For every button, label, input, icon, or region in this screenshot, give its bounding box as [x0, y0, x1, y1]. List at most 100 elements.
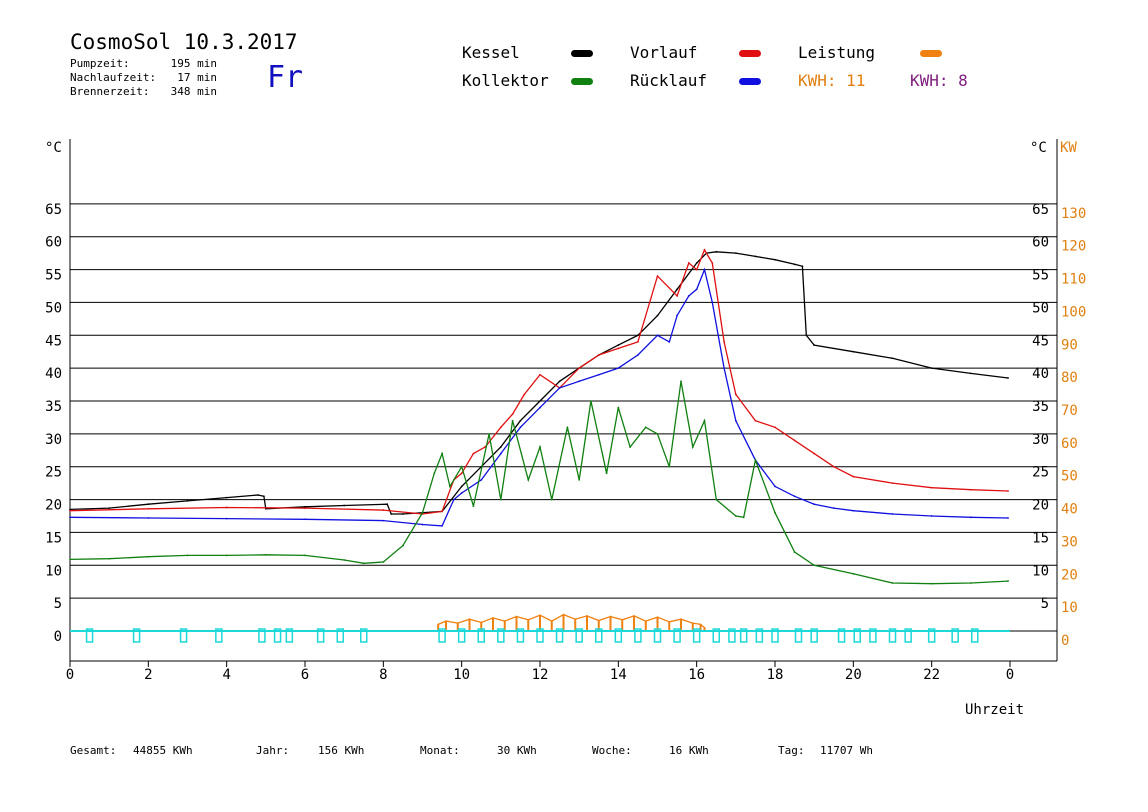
pump-marker — [853, 628, 861, 643]
data-point-kollektor — [421, 511, 424, 514]
y-tick-right-temp: 65 — [1032, 202, 1049, 218]
data-point-kollektor — [691, 446, 694, 448]
data-point-vorlauf — [225, 506, 228, 509]
data-point-r-cklauf — [813, 503, 816, 506]
data-point-vorlauf — [511, 413, 514, 416]
pump-marker — [755, 628, 764, 643]
chart-title: CosmoSol 10.3.2017 — [70, 30, 298, 54]
y-tick-left: 50 — [45, 300, 62, 316]
data-point-kessel — [805, 334, 808, 337]
data-point-leistung — [503, 620, 506, 623]
stat-value-pumpzeit: 195 min — [170, 57, 217, 70]
y-tick-right-temp: 20 — [1032, 498, 1049, 514]
x-tick: 18 — [767, 667, 784, 683]
data-point-vorlauf — [687, 262, 690, 264]
data-point-kollektor — [304, 554, 306, 557]
data-point-leistung — [621, 618, 624, 621]
y-tick-left: 35 — [45, 399, 62, 415]
data-point-kollektor — [742, 516, 745, 519]
pump-marker — [497, 628, 505, 643]
footer-value-monat: 30 KWh — [497, 744, 537, 757]
data-point-kollektor — [441, 452, 443, 455]
data-point-kessel — [304, 505, 306, 508]
data-point-kollektor — [590, 400, 592, 402]
data-point-kollektor — [566, 426, 569, 429]
data-point-leistung — [586, 614, 588, 617]
footer-label-tag: Tag: — [778, 744, 805, 757]
x-tick: 14 — [610, 667, 627, 683]
data-point-r-cklauf — [774, 485, 776, 488]
pump-marker — [728, 628, 736, 643]
y-tick-right-power: 60 — [1061, 436, 1078, 452]
data-point-r-cklauf — [793, 495, 796, 498]
series-line-r-cklauf — [69, 267, 1009, 527]
x-tick: 8 — [379, 667, 387, 683]
data-point-kessel — [257, 494, 259, 496]
data-point-kollektor — [680, 380, 682, 383]
pump-marker — [316, 628, 325, 643]
data-point-kollektor — [852, 572, 855, 575]
data-point-kollektor — [186, 554, 189, 557]
pump-marker — [273, 628, 282, 643]
data-point-vorlauf — [472, 452, 475, 455]
kwh-total-a: KWH: 11 — [798, 71, 866, 90]
data-point-kessel — [108, 507, 111, 510]
data-point-kessel — [734, 252, 737, 255]
pump-marker — [438, 628, 446, 643]
data-point-kessel — [558, 380, 561, 383]
y-unit-right-power: KW — [1060, 140, 1077, 156]
data-point-vorlauf — [832, 465, 835, 468]
axes — [69, 139, 1058, 662]
y-tick-left: 65 — [45, 202, 62, 218]
data-point-leistung — [539, 614, 541, 617]
data-point-vorlauf — [304, 507, 306, 510]
data-point-kollektor — [511, 419, 514, 422]
data-point-kollektor — [754, 459, 757, 462]
pump-marker — [258, 628, 266, 643]
y-tick-right-power: 90 — [1061, 337, 1078, 353]
y-tick-left: 60 — [45, 235, 62, 251]
data-point-vorlauf — [891, 482, 894, 485]
data-point-kollektor — [605, 472, 608, 475]
data-point-r-cklauf — [382, 519, 385, 522]
pump-marker — [869, 628, 877, 643]
y-tick-left: 20 — [45, 498, 62, 514]
pump-marker — [360, 628, 368, 643]
data-point-kessel — [225, 496, 228, 499]
data-point-r-cklauf — [421, 523, 424, 526]
series — [69, 248, 1010, 643]
data-point-leistung — [644, 620, 647, 623]
data-point-vorlauf — [617, 347, 620, 350]
data-point-kessel — [656, 314, 659, 317]
data-point-vorlauf — [637, 340, 639, 343]
y-tick-right-power: 120 — [1061, 239, 1086, 255]
data-point-kollektor — [550, 498, 553, 501]
data-point-r-cklauf — [441, 524, 443, 527]
data-point-leistung — [527, 618, 530, 621]
data-point-leistung — [680, 618, 682, 621]
data-point-kessel — [801, 265, 804, 268]
data-point-kessel — [891, 357, 894, 360]
data-point-leistung — [437, 623, 440, 626]
data-point-kollektor — [578, 478, 581, 481]
data-point-kollektor — [813, 564, 816, 567]
data-point-kessel — [402, 513, 404, 515]
y-tick-left: 5 — [54, 596, 62, 612]
pump-marker — [927, 628, 936, 643]
stat-value-brennerzeit: 348 min — [170, 85, 217, 98]
data-point-kollektor — [343, 559, 346, 561]
y-tick-right-temp: 40 — [1032, 366, 1049, 382]
data-point-r-cklauf — [539, 406, 541, 409]
data-point-r-cklauf — [558, 386, 561, 389]
data-point-kollektor — [382, 561, 385, 563]
pump-marker — [951, 628, 959, 643]
data-point-vorlauf — [597, 354, 600, 356]
y-tick-left: 45 — [45, 333, 62, 349]
data-point-kollektor — [433, 472, 436, 475]
data-point-leistung — [574, 618, 577, 621]
pump-marker — [457, 628, 466, 643]
data-point-vorlauf — [656, 275, 659, 278]
pump-marker — [536, 628, 544, 643]
x-tick: 2 — [144, 667, 152, 683]
data-point-kollektor — [774, 511, 776, 514]
